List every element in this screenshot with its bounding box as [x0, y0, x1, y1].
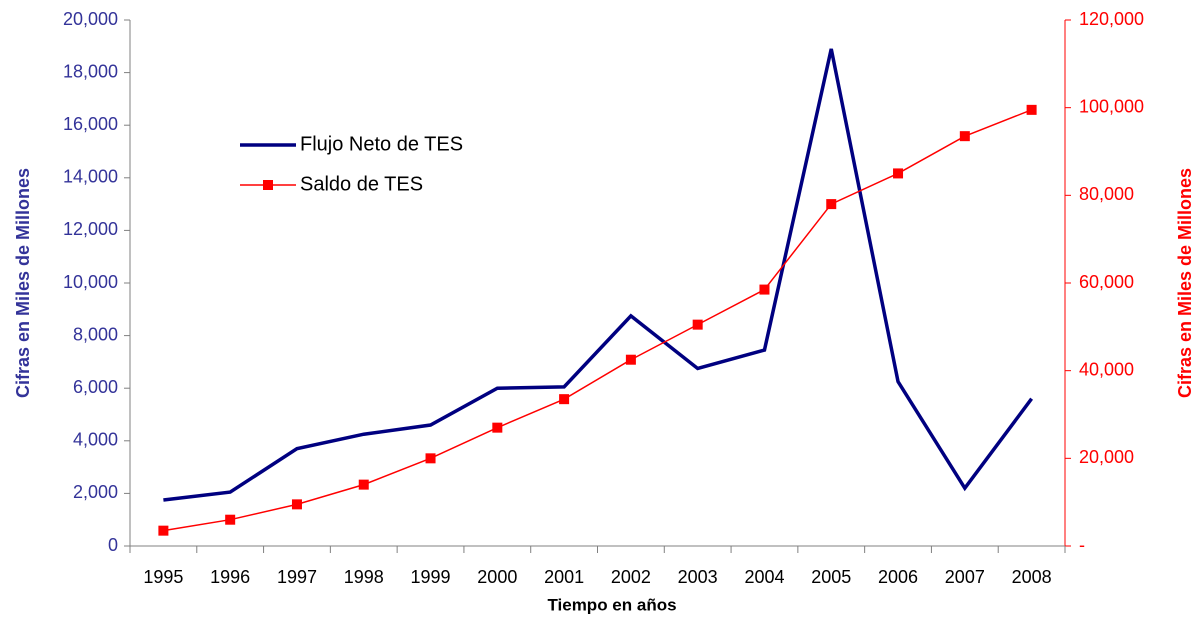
point — [692, 319, 703, 330]
y-axis-label: Cifras en Miles de Millones — [13, 168, 33, 398]
x-tick-label: 2003 — [678, 567, 718, 587]
legend-label: Flujo Neto de TES — [300, 133, 463, 155]
point — [559, 394, 570, 405]
y2-tick-label: 40,000 — [1079, 359, 1134, 379]
y-tick-label: 12,000 — [63, 219, 118, 239]
y2-axis-label: Cifras en Miles de Millones — [1175, 168, 1195, 398]
y2-tick-label: 120,000 — [1079, 9, 1144, 29]
x-tick-label: 1998 — [344, 567, 384, 587]
point — [759, 284, 770, 295]
point — [625, 354, 636, 365]
y-tick-label: 20,000 — [63, 9, 118, 29]
y2-tick-label: 20,000 — [1079, 447, 1134, 467]
x-tick-label: 2004 — [744, 567, 784, 587]
x-tick-label: 2006 — [878, 567, 918, 587]
y-tick-label: 6,000 — [73, 377, 118, 397]
x-tick-label: 1999 — [411, 567, 451, 587]
y-tick-label: 16,000 — [63, 114, 118, 134]
point — [959, 131, 970, 142]
y-tick-label: 4,000 — [73, 430, 118, 450]
y-tick-label: 10,000 — [63, 272, 118, 292]
y-tick-label: 0 — [108, 535, 118, 555]
y2-tick-label: 60,000 — [1079, 272, 1134, 292]
x-tick-label: 2008 — [1012, 567, 1052, 587]
point — [158, 525, 169, 536]
y2-tick-label: 100,000 — [1079, 96, 1144, 116]
series-line — [163, 48, 1034, 502]
y2-tick-label: 80,000 — [1079, 184, 1134, 204]
y2-tick-label: - — [1079, 535, 1085, 555]
legend-marker — [263, 180, 273, 190]
x-tick-label: 2002 — [611, 567, 651, 587]
point — [826, 199, 837, 210]
x-tick-label: 1996 — [210, 567, 250, 587]
y-tick-label: 14,000 — [63, 167, 118, 187]
point — [1026, 104, 1037, 115]
point — [492, 422, 503, 433]
point — [291, 499, 302, 510]
x-tick-label: 2000 — [477, 567, 517, 587]
point — [358, 479, 369, 490]
legend-label: Saldo de TES — [300, 173, 423, 195]
x-tick-label: 2005 — [811, 567, 851, 587]
y-tick-label: 2,000 — [73, 482, 118, 502]
y-tick-label: 8,000 — [73, 324, 118, 344]
point — [425, 453, 436, 464]
point — [893, 168, 904, 179]
x-tick-label: 2001 — [544, 567, 584, 587]
y-tick-label: 18,000 — [63, 61, 118, 81]
x-axis-label: Tiempo en años — [547, 595, 676, 614]
series-line — [163, 109, 1032, 532]
x-tick-label: 1997 — [277, 567, 317, 587]
x-tick-label: 2007 — [945, 567, 985, 587]
point — [225, 514, 236, 525]
x-tick-label: 1995 — [143, 567, 183, 587]
